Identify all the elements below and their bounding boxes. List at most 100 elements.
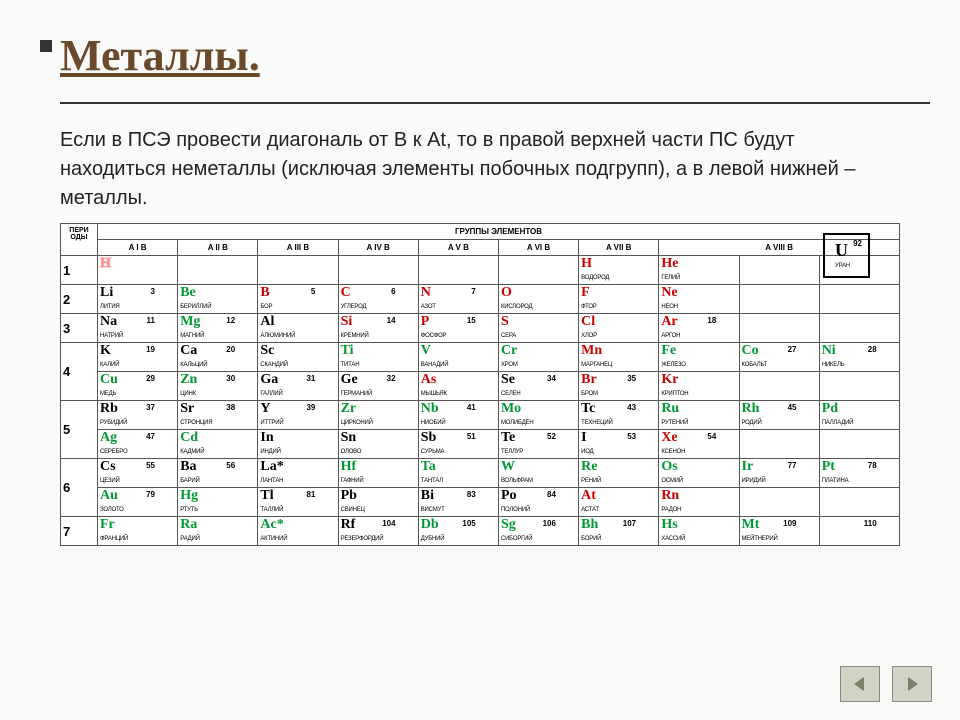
element-name: МЫШЬЯК [421,391,447,397]
element-cell: ScСКАНДИЙ [260,344,318,370]
group-header: A II B [178,240,258,256]
description-text: Если в ПСЭ провести диагональ от B к At,… [60,126,900,213]
table-row: 5Rb37РУБИДИЙSr38СТРОНЦИЯY39ИТТРИЙZrЦИРКО… [61,401,900,430]
atomic-number: 51 [467,432,476,441]
table-row: 7FrФРАНЦИЙRaРАДИЙAc*АКТИНИЙRf104РЕЗЕРФОР… [61,517,900,546]
element-name: ЦЕЗИЙ [100,478,120,484]
element-cell: Pt78ПЛАТИНА [822,460,880,486]
element-symbol: In [260,430,273,445]
element-td: AtАСТАТ [579,488,659,517]
atomic-number: 52 [547,432,556,441]
table-row: Au79ЗОЛОТОHgРТУТЬTl81ТАЛЛИЙPbСВИНЕЦBi83В… [61,488,900,517]
element-symbol: As [421,372,437,387]
table-row: 6Cs55ЦЕЗИЙBa56БАРИЙLa*ЛАНТАНHfГАФНИЙTaТА… [61,459,900,488]
element-td: Ac*АКТИНИЙ [258,517,338,546]
group-header: A VI B [498,240,578,256]
element-td [739,256,819,285]
element-td: ClХЛОР [579,314,659,343]
element-cell: Sr38СТРОНЦИЯ [180,402,238,428]
element-td: Rf104РЕЗЕРФОРДИЙ [338,517,418,546]
element-symbol: Fe [661,343,676,358]
element-symbol: I [581,430,586,445]
element-td [418,256,498,285]
element-name: СВИНЕЦ [341,507,365,513]
atomic-number: 12 [226,316,235,325]
element-name: ПЛАТИНА [822,478,849,484]
atomic-number: 109 [783,519,796,528]
element-cell: HeГЕЛИЙ [661,257,719,283]
element-symbol: Co [742,343,759,358]
element-name: СУРЬМА [421,449,445,455]
element-cell: N7АЗОТ [421,286,479,312]
element-symbol: Ne [661,285,677,300]
element-symbol: Ru [661,401,679,416]
element-name: РАДОН [661,507,681,513]
element-td: PdПАЛЛАДИЙ [819,401,899,430]
element-cell: Ga31ГАЛЛИЙ [260,373,318,399]
element-name: ПОЛОНИЙ [501,507,530,513]
atomic-number: 37 [146,403,155,412]
element-symbol: He [661,256,678,271]
atomic-number: 29 [146,374,155,383]
element-td: RnРАДОН [659,488,739,517]
element-cell: Sg106СИБОРГИЙ [501,518,559,544]
period-label: 1 [61,256,98,285]
atomic-number: 7 [471,287,475,296]
element-name: СЕРЕБРО [100,449,127,455]
element-cell: Ac*АКТИНИЙ [260,518,318,544]
element-symbol: Mt [742,517,760,532]
element-td [819,285,899,314]
element-name: ТИТАН [341,362,360,368]
element-cell: PdПАЛЛАДИЙ [822,402,880,428]
element-cell: NeНЕОН [661,286,719,312]
element-symbol: Hs [661,517,677,532]
element-name: НИКЕЛЬ [822,362,845,368]
element-cell: PbСВИНЕЦ [341,489,399,515]
element-cell: Au79ЗОЛОТО [100,489,158,515]
element-td: VВАНАДИЙ [418,343,498,372]
element-name: БОРИЙ [581,536,601,542]
element-cell: I53ИОД [581,431,639,457]
element-td: Tl81ТАЛЛИЙ [258,488,338,517]
element-name: РТУТЬ [180,507,198,513]
element-symbol: Y [260,401,270,416]
title-rule [60,102,930,104]
element-td: Ag47СЕРЕБРО [98,430,178,459]
element-cell: TiТИТАН [341,344,399,370]
element-td: 110 [819,517,899,546]
element-cell: Po84ПОЛОНИЙ [501,489,559,515]
element-cell: InИНДИЙ [260,431,318,457]
element-symbol: Ca [180,343,197,358]
element-name: ИОД [581,449,593,455]
element-symbol: Li [100,285,113,300]
element-symbol: Al [260,314,274,329]
element-name: РЕНИЙ [581,478,601,484]
prev-button[interactable] [840,666,880,702]
element-td: MnМАРГАНЕЦ [579,343,659,372]
element-td: WВОЛЬФРАМ [498,459,578,488]
legend-name: УРАН [835,263,850,269]
element-name: СТРОНЦИЯ [180,420,212,426]
element-symbol: Rf [341,517,356,532]
element-symbol: Db [421,517,439,532]
element-cell: Ge32ГЕРМАНИЙ [341,373,399,399]
element-cell: RaРАДИЙ [180,518,238,544]
element-name: ЗОЛОТО [100,507,124,513]
element-td: Ge32ГЕРМАНИЙ [338,372,418,401]
element-name: НАТРИЙ [100,333,123,339]
element-cell: KrКРИПТОН [661,373,719,399]
element-name: СЕЛЕН [501,391,521,397]
element-symbol: Sb [421,430,437,445]
element-name: МЕЙТНЕРИЙ [742,536,778,542]
element-td: PbСВИНЕЦ [338,488,418,517]
element-symbol: Mo [501,401,521,416]
element-name: ЖЕЛЕЗО [661,362,685,368]
header-row-2: A I BA II BA III BA IV BA V BA VI BA VII… [61,240,900,256]
element-cell: Rf104РЕЗЕРФОРДИЙ [341,518,399,544]
atomic-number: 54 [707,432,716,441]
element-name: ВОДОРОД [581,275,609,281]
next-button[interactable] [892,666,932,702]
element-symbol: Pd [822,401,838,416]
atomic-number: 27 [788,345,797,354]
element-name: ХРОМ [501,362,518,368]
